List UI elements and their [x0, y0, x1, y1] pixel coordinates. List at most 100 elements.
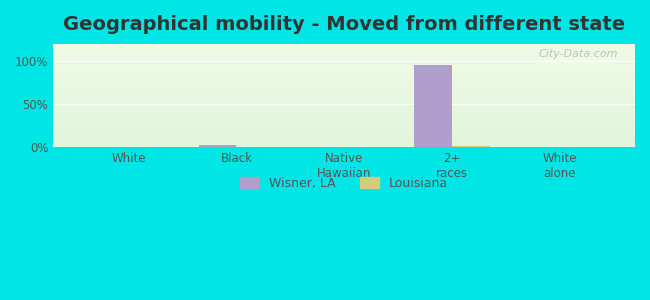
- Bar: [53, 144, 635, 145]
- Bar: [53, 79, 635, 80]
- Bar: [53, 139, 635, 140]
- Bar: [53, 48, 635, 49]
- Bar: [53, 123, 635, 124]
- Bar: [53, 51, 635, 52]
- Bar: [414, 64, 452, 147]
- Bar: [53, 86, 635, 87]
- Bar: [53, 50, 635, 51]
- Bar: [53, 105, 635, 106]
- Bar: [53, 137, 635, 138]
- Bar: [53, 55, 635, 56]
- Bar: [53, 138, 635, 139]
- Bar: [53, 135, 635, 136]
- Bar: [53, 111, 635, 112]
- Bar: [53, 77, 635, 78]
- Bar: [53, 116, 635, 117]
- Bar: [53, 62, 635, 64]
- Bar: [53, 101, 635, 102]
- Bar: [53, 143, 635, 144]
- Bar: [53, 85, 635, 86]
- Bar: [53, 130, 635, 132]
- Bar: [53, 107, 635, 108]
- Bar: [53, 71, 635, 72]
- Bar: [53, 58, 635, 59]
- Bar: [53, 118, 635, 119]
- Bar: [53, 83, 635, 84]
- Bar: [53, 134, 635, 135]
- Bar: [53, 113, 635, 114]
- Bar: [53, 72, 635, 73]
- Bar: [53, 117, 635, 118]
- Bar: [53, 120, 635, 121]
- Bar: [53, 54, 635, 55]
- Bar: [53, 97, 635, 98]
- Bar: [53, 90, 635, 92]
- Bar: [53, 82, 635, 83]
- Bar: [53, 69, 635, 70]
- Bar: [53, 52, 635, 53]
- Bar: [53, 114, 635, 115]
- Bar: [53, 56, 635, 57]
- Bar: [53, 103, 635, 104]
- Bar: [53, 119, 635, 120]
- Bar: [452, 146, 489, 147]
- Bar: [53, 53, 635, 54]
- Bar: [53, 44, 635, 45]
- Bar: [53, 125, 635, 127]
- Bar: [53, 74, 635, 75]
- Bar: [53, 59, 635, 60]
- Bar: [53, 95, 635, 97]
- Bar: [53, 67, 635, 68]
- Bar: [53, 141, 635, 142]
- Bar: [53, 104, 635, 105]
- Bar: [53, 99, 635, 100]
- Bar: [53, 128, 635, 130]
- Bar: [53, 136, 635, 137]
- Bar: [53, 81, 635, 82]
- Bar: [53, 57, 635, 58]
- Bar: [53, 121, 635, 122]
- Bar: [53, 60, 635, 62]
- Text: City-Data.com: City-Data.com: [538, 49, 617, 59]
- Bar: [53, 70, 635, 71]
- Bar: [53, 102, 635, 103]
- Bar: [53, 127, 635, 128]
- Bar: [53, 93, 635, 94]
- Bar: [53, 87, 635, 88]
- Bar: [53, 78, 635, 79]
- Bar: [53, 145, 635, 146]
- Bar: [53, 110, 635, 111]
- Bar: [53, 88, 635, 89]
- Bar: [53, 73, 635, 74]
- Bar: [53, 64, 635, 66]
- Bar: [53, 61, 635, 62]
- Bar: [53, 146, 635, 147]
- Bar: [53, 80, 635, 81]
- Bar: [53, 109, 635, 110]
- Bar: [53, 122, 635, 123]
- Bar: [53, 132, 635, 133]
- Bar: [53, 47, 635, 48]
- Bar: [53, 84, 635, 85]
- Bar: [53, 124, 635, 125]
- Bar: [53, 112, 635, 113]
- Bar: [53, 98, 635, 99]
- Bar: [53, 89, 635, 90]
- Bar: [53, 94, 635, 95]
- Title: Geographical mobility - Moved from different state: Geographical mobility - Moved from diffe…: [63, 15, 625, 34]
- Bar: [53, 68, 635, 69]
- Legend: Wisner, LA, Louisiana: Wisner, LA, Louisiana: [235, 172, 453, 195]
- Bar: [53, 46, 635, 47]
- Bar: [53, 75, 635, 76]
- Bar: [199, 146, 237, 147]
- Bar: [53, 100, 635, 101]
- Bar: [53, 66, 635, 67]
- Bar: [53, 133, 635, 134]
- Bar: [53, 76, 635, 77]
- Bar: [53, 106, 635, 107]
- Bar: [53, 45, 635, 46]
- Bar: [53, 115, 635, 116]
- Bar: [53, 92, 635, 93]
- Bar: [53, 140, 635, 141]
- Bar: [53, 108, 635, 109]
